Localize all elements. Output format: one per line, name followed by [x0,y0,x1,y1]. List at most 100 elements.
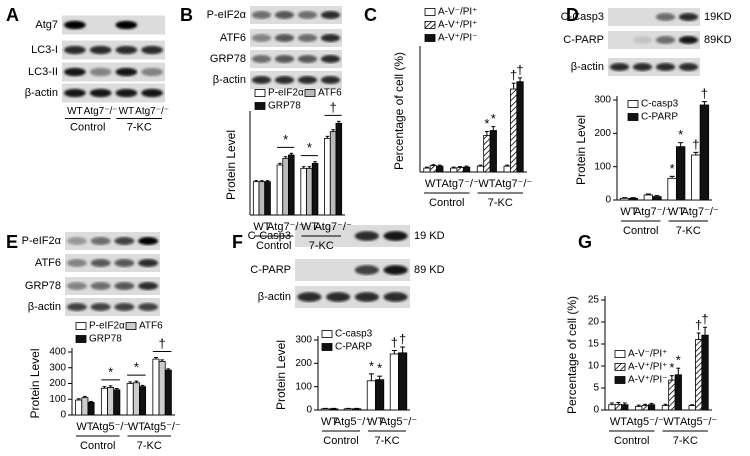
blot-row-label: LC3-II [28,66,58,78]
y-tick-label: 0 [60,410,66,421]
blot-band [274,34,295,42]
bar [300,167,307,216]
bar [614,403,622,411]
group-label: Control [429,197,464,209]
significance-marker: † [399,331,406,346]
blot-band [297,55,318,63]
legend-label: GRP78 [268,101,301,112]
legend-label: A-V⁻/PI⁺ [628,349,667,360]
y-axis-label: Percentage of cell (%) [392,52,406,170]
x-tick-label: WT [668,206,685,218]
legend-swatch [321,343,333,351]
bar [139,386,147,416]
legend-label: C-casp3 [641,99,679,110]
bar [87,401,95,416]
x-tick-label: Atg7⁻/⁻ [634,206,671,218]
panel-label: D [566,5,579,25]
blot-band [115,67,138,77]
bar [619,197,630,201]
significance-marker: † [695,317,702,332]
blot-row-label: Atg7 [35,19,58,31]
legend-label: GRP78 [89,334,122,345]
blot-band [141,88,163,98]
blot-band [66,259,87,267]
legend-swatch [627,113,639,121]
blot-band [632,36,653,44]
y-axis-label: Protein Level [274,340,288,410]
legend-label: P-eIF2α [268,88,304,99]
bar [107,387,115,416]
bar [641,405,649,411]
legend-label: A-V⁻/PI⁺ [438,7,477,18]
bar [282,157,289,216]
bar [252,181,260,216]
lane-label: Atg7⁻/⁻ [84,106,118,117]
y-tick-label: 10 [588,361,600,372]
y-tick-label: 0 [593,405,599,416]
legend-swatch [614,363,626,371]
legend-swatch [75,322,87,330]
group-label: Control [623,225,658,237]
blot-band [64,20,86,30]
blot-band [678,36,699,44]
blot-band [64,88,86,98]
x-tick-label: Atg5⁻/⁻ [92,421,129,433]
bar [132,382,140,416]
y-tick-label: 5 [593,383,599,394]
bar [643,194,654,201]
bar [126,383,134,416]
significance-marker: * [377,361,382,376]
x-tick-label: WT [610,416,627,428]
significance-marker: † [391,335,398,350]
bar [258,181,266,216]
x-tick-label: WT [301,221,318,233]
x-tick-label: Atg7⁻/⁻ [314,221,351,233]
blot-band [141,45,163,55]
significance-marker: * [283,132,288,147]
blot-band [66,282,87,290]
blot-band [632,63,653,71]
bar [164,369,172,416]
group-label: 7-KC [309,240,334,252]
blot-band [297,76,318,84]
x-tick-label: WT [620,206,637,218]
legend-swatch [254,89,266,97]
bar [462,166,471,173]
blot-size-label: 19KD [704,11,732,23]
legend-label: A-V⁺/PI⁺ [628,362,667,373]
bar [100,387,108,416]
bar [366,380,376,411]
bar [324,137,331,216]
x-tick-label: Atg5⁻/⁻ [680,416,717,428]
blot-row-label: P-eIF2α [207,9,247,21]
bar [423,167,431,173]
blot-band [89,88,112,98]
bar [628,197,638,201]
blot-band [64,67,86,77]
significance-marker: * [484,116,489,131]
bar [306,167,313,216]
blot-band [138,237,159,245]
blot-band [274,11,295,19]
significance-marker: * [678,127,683,142]
blot-size-label: 89 KD [414,264,445,276]
panel-label: G [578,232,592,252]
significance-marker: * [134,360,139,375]
blot-band [141,67,163,77]
blot-row-label: β-actin [258,291,291,303]
bar [375,379,385,411]
blot-band [320,34,341,42]
blot-band [66,303,87,311]
blot-band [354,265,379,275]
blot-strip [65,298,160,316]
bar [695,339,703,411]
bar [75,399,83,416]
x-tick-label: WT [128,421,145,433]
blot-band [383,231,408,241]
bar [456,167,464,173]
x-tick-label: Atg5⁻/⁻ [334,416,371,428]
panel-label: E [6,232,18,252]
blot-size-label: 89KD [704,34,732,46]
y-axis-label: Protein Level [28,348,42,418]
blot-band [326,292,351,302]
